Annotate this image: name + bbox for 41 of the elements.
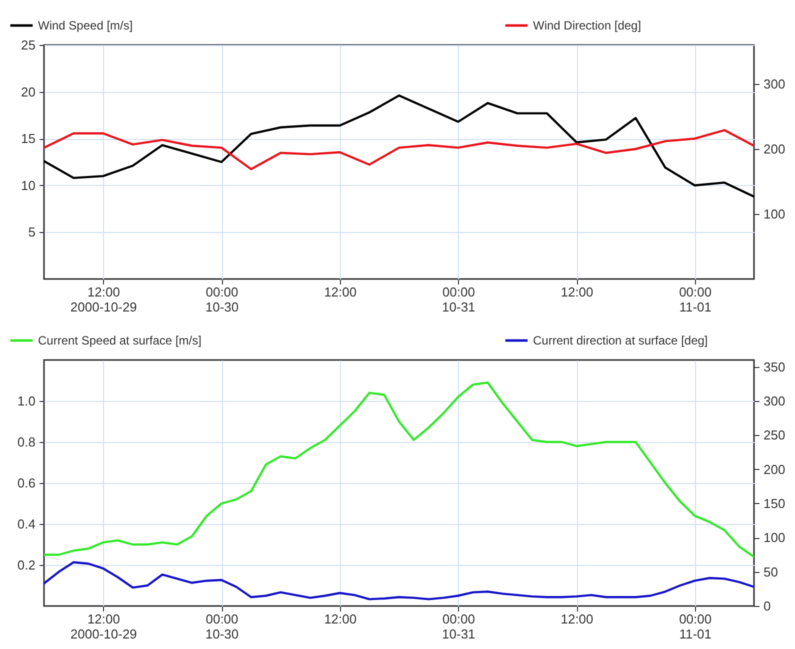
y-tick-label: 0.8 xyxy=(17,434,36,450)
x-tick-label: 12:00 2000-10-29 xyxy=(70,284,137,314)
y2-tick-label: 200 xyxy=(764,462,786,477)
y-tick-label: 25 xyxy=(21,38,36,52)
y2-tick-label: 50 xyxy=(764,564,778,580)
line-series xyxy=(44,381,754,558)
x-tick-label: 12:00 xyxy=(324,284,357,300)
x-tick-label: 12:00 xyxy=(560,612,594,626)
x-tick-label: 12:00 xyxy=(560,284,594,300)
y-tick-label: 10 xyxy=(21,178,36,193)
x-tick-label: 12:00 xyxy=(324,612,357,626)
x-tick-label: 00:00 10-31 xyxy=(442,612,476,642)
x-tick-label: 00:00 10-30 xyxy=(205,612,239,642)
x-tick-label: 00:00 11-01 xyxy=(679,612,712,642)
y2-tick-label: 150 xyxy=(764,496,786,511)
x-tick-label: 00:00 11-01 xyxy=(679,284,712,314)
y-tick-label: 15 xyxy=(21,131,36,146)
y2-tick-label: 100 xyxy=(764,206,786,222)
y-tick-label: 5 xyxy=(28,224,36,240)
line-series xyxy=(44,129,754,170)
y-tick-label: 0.4 xyxy=(17,516,36,532)
y-tick-label: 20 xyxy=(21,84,36,100)
x-tick-label: 12:00 2000-10-29 xyxy=(70,612,137,642)
y2-tick-label: 100 xyxy=(764,530,786,546)
legend-label: Wind Direction [deg] xyxy=(533,18,642,32)
legend-label: Wind Speed [m/s] xyxy=(38,18,133,32)
y-tick-label: 0.2 xyxy=(17,558,36,572)
y2-tick-label: 300 xyxy=(764,76,786,92)
y-tick-label: 1.0 xyxy=(17,394,36,408)
line-series xyxy=(44,94,754,198)
y2-tick-label: 300 xyxy=(764,394,786,408)
y-tick-label: 0.6 xyxy=(17,476,36,490)
line-series xyxy=(44,561,754,600)
y2-tick-label: 0 xyxy=(764,598,771,614)
y2-tick-label: 250 xyxy=(764,428,786,443)
legend-label: Current direction at surface [deg] xyxy=(533,334,708,348)
y2-tick-label: 350 xyxy=(764,359,786,374)
y2-tick-label: 200 xyxy=(764,142,786,156)
x-tick-label: 00:00 10-31 xyxy=(442,284,476,314)
x-tick-label: 00:00 10-30 xyxy=(205,284,239,314)
legend-label: Current Speed at surface [m/s] xyxy=(38,334,202,348)
